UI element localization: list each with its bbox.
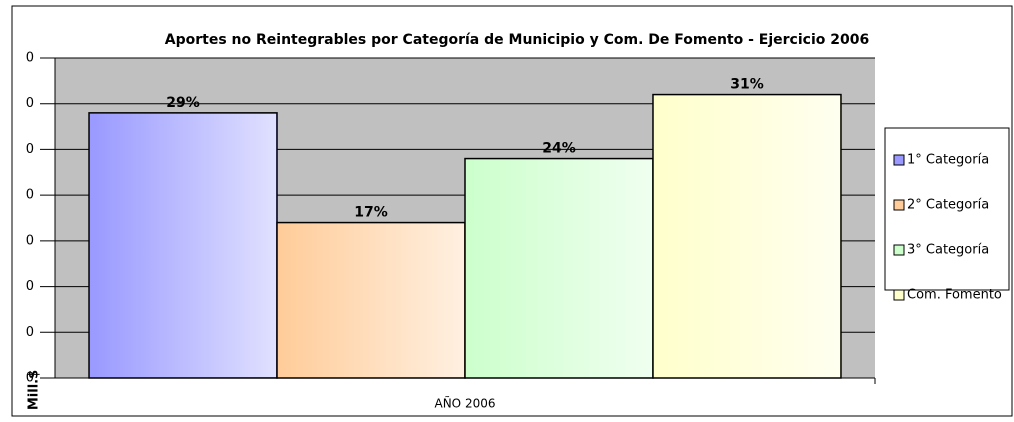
data-label: 24%: [542, 141, 576, 157]
legend-swatch: [893, 154, 905, 166]
y-tick-label: 0: [26, 279, 34, 294]
y-tick-label: 0: [26, 233, 34, 248]
x-tick-label: AÑO 2006: [435, 396, 496, 411]
legend-label: 3° Categoría: [907, 243, 989, 258]
legend-swatch: [893, 289, 905, 301]
y-tick-label: 0: [26, 325, 34, 340]
bar-shine: [90, 113, 277, 377]
y-tick-label: 0: [26, 371, 34, 386]
y-axis-label: Mill.$: [27, 370, 42, 410]
y-tick-label: 0: [26, 188, 34, 203]
data-label: 29%: [166, 95, 200, 111]
data-label: 17%: [354, 205, 388, 221]
legend-swatch: [893, 244, 905, 256]
bar-shine: [278, 223, 464, 377]
legend-label: Com. Fomento: [907, 288, 1002, 303]
bar-shine: [466, 159, 652, 377]
y-tick-label: 0: [26, 96, 34, 111]
y-tick-label: 0: [26, 142, 34, 157]
legend-label: 2° Categoría: [907, 198, 989, 213]
bar-shine: [653, 95, 840, 378]
legend-label: 1° Categoría: [907, 153, 989, 168]
y-tick-label: 0: [26, 51, 34, 66]
legend-box: [884, 127, 1010, 291]
legend-swatch: [893, 199, 905, 211]
chart-title: Aportes no Reintegrables por Categoría d…: [165, 32, 869, 48]
data-label: 31%: [730, 77, 764, 93]
